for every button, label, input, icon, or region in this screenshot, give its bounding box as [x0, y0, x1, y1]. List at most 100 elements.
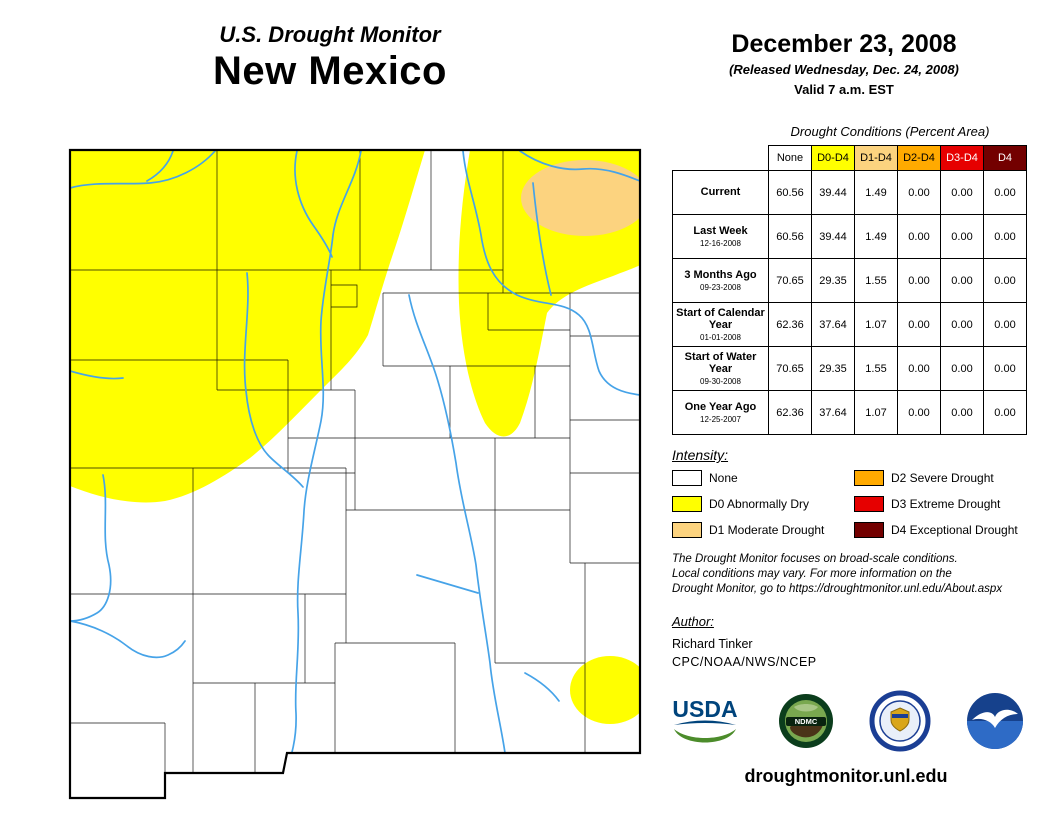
- value-cell: 0.00: [983, 170, 1027, 215]
- value-cell: 1.55: [854, 258, 898, 303]
- value-cell: 60.56: [768, 214, 812, 259]
- legend-col-left: None D0 Abnormally Dry D1 Moderate Drought: [672, 469, 854, 538]
- value-cell: 70.65: [768, 346, 812, 391]
- map-date: December 23, 2008: [731, 30, 957, 58]
- value-cell: 62.36: [768, 390, 812, 435]
- value-cell: 0.00: [940, 346, 984, 391]
- legend-label: D1 Moderate Drought: [709, 522, 825, 537]
- ndmc-highlight-icon: [793, 704, 818, 712]
- table-row: 3 Months Ago 09-23-2008 70.65 29.35 1.55 0.00…: [672, 258, 1027, 303]
- program-title: U.S. Drought Monitor: [219, 22, 441, 47]
- usda-swoosh-icon: [674, 720, 736, 725]
- value-cell: 37.64: [811, 390, 855, 435]
- row-label: Last Week 12-16-2008: [672, 214, 769, 259]
- legend-label: D2 Severe Drought: [891, 470, 994, 485]
- value-cell: 0.00: [897, 390, 941, 435]
- page-title: New Mexico: [213, 49, 447, 93]
- info-panel: December 23, 2008 (Released Wednesday, D…: [660, 0, 1040, 816]
- row-label: 3 Months Ago 09-23-2008: [672, 258, 769, 303]
- value-cell: 0.00: [897, 302, 941, 347]
- legend-item: D3 Extreme Drought: [854, 495, 1018, 512]
- legend-swatch: [854, 521, 884, 538]
- value-cell: 0.00: [897, 214, 941, 259]
- row-label: One Year Ago 12-25-2007: [672, 390, 769, 435]
- value-cell: 70.65: [768, 258, 812, 303]
- legend-label: None: [709, 470, 738, 485]
- usda-logo-text: USDA: [672, 696, 737, 722]
- row-label: Start of Water Year 09-30-2008: [672, 346, 769, 391]
- column-header-d1-d4: D1-D4: [854, 145, 898, 171]
- drought-table-body: Current 60.56 39.44 1.49 0.00 0.00 0.00 Last We…: [672, 170, 1027, 435]
- legend-item: D4 Exceptional Drought: [854, 521, 1018, 538]
- intensity-title: Intensity:: [672, 447, 729, 463]
- legend-item: D2 Severe Drought: [854, 469, 1018, 486]
- table-row: Current 60.56 39.44 1.49 0.00 0.00 0.00: [672, 170, 1027, 215]
- value-cell: 0.00: [940, 258, 984, 303]
- legend-swatch: [854, 469, 884, 486]
- value-cell: 29.35: [811, 346, 855, 391]
- noaa-gull-icon: [971, 709, 1018, 728]
- table-row: Last Week 12-16-2008 60.56 39.44 1.49 0.00 0.0…: [672, 214, 1027, 259]
- value-cell: 0.00: [940, 390, 984, 435]
- ndmc-logo: NDMC: [778, 694, 833, 748]
- value-cell: 29.35: [811, 258, 855, 303]
- row-label: Start of Calendar Year 01-01-2008: [672, 302, 769, 347]
- value-cell: 39.44: [811, 170, 855, 215]
- legend-label: D0 Abnormally Dry: [709, 496, 810, 511]
- value-cell: 0.00: [983, 390, 1027, 435]
- legend-swatch: [672, 469, 702, 486]
- row-label: Current: [672, 170, 769, 215]
- commerce-shield-icon: [890, 707, 910, 732]
- logos-row: USDA NDMC: [668, 690, 1026, 752]
- noaa-logo: [966, 693, 1023, 749]
- value-cell: 0.00: [983, 214, 1027, 259]
- value-cell: 0.00: [983, 302, 1027, 347]
- d1-region-northeast: [521, 160, 640, 236]
- usda-field-icon: [674, 729, 736, 743]
- value-cell: 37.64: [811, 302, 855, 347]
- disclaimer-line: Drought Monitor, go to https://droughtmo…: [672, 583, 1003, 595]
- d0-region-west: [70, 150, 425, 503]
- usda-logo: USDA: [672, 696, 738, 743]
- table-caption: Drought Conditions (Percent Area): [790, 124, 990, 139]
- disclaimer-line: Local conditions may vary. For more info…: [672, 568, 952, 580]
- value-cell: 0.00: [897, 170, 941, 215]
- value-cell: 1.55: [854, 346, 898, 391]
- table-row: Start of Calendar Year 01-01-2008 62.36 37.…: [672, 302, 1027, 347]
- state-border: [68, 148, 642, 800]
- value-cell: 39.44: [811, 214, 855, 259]
- value-cell: 1.07: [854, 390, 898, 435]
- table-row: Start of Water Year 09-30-2008 70.65 29.35 1…: [672, 346, 1027, 391]
- ndmc-logo-text: NDMC: [794, 717, 817, 726]
- value-cell: 0.00: [983, 346, 1027, 391]
- drought-table-head-row: None D0-D4 D1-D4 D2-D4 D3-D4 D4: [673, 145, 1027, 171]
- value-cell: 0.00: [940, 302, 984, 347]
- new-mexico-drought-map: [68, 148, 642, 800]
- value-cell: 0.00: [897, 346, 941, 391]
- map-title-block: U.S. Drought Monitor New Mexico: [40, 22, 620, 94]
- value-cell: 0.00: [940, 214, 984, 259]
- value-cell: 1.07: [854, 302, 898, 347]
- ndmc-banner-icon: [785, 717, 826, 726]
- noaa-sea-icon: [966, 721, 1023, 749]
- value-cell: 60.56: [768, 170, 812, 215]
- value-cell: 1.49: [854, 214, 898, 259]
- drought-table: None D0-D4 D1-D4 D2-D4 D3-D4 D4 Current 60.56 3…: [672, 145, 1027, 435]
- county-lines: [70, 150, 640, 775]
- value-cell: 1.49: [854, 170, 898, 215]
- value-cell: 62.36: [768, 302, 812, 347]
- value-cell: 0.00: [897, 258, 941, 303]
- column-header-d3-d4: D3-D4: [940, 145, 984, 171]
- corner-cell: [673, 146, 769, 171]
- legend-item: D1 Moderate Drought: [672, 521, 854, 538]
- disclaimer-line: The Drought Monitor focuses on broad-sca…: [672, 553, 958, 565]
- legend-label: D3 Extreme Drought: [891, 496, 1001, 511]
- valid-time: Valid 7 a.m. EST: [794, 82, 894, 97]
- author-title: Author:: [672, 614, 714, 629]
- legend-swatch: [672, 495, 702, 512]
- legend-swatch: [854, 495, 884, 512]
- column-header-d4: D4: [983, 145, 1027, 171]
- column-header-d2-d4: D2-D4: [897, 145, 941, 171]
- table-row: One Year Ago 12-25-2007 62.36 37.64 1.07 0.00…: [672, 390, 1027, 435]
